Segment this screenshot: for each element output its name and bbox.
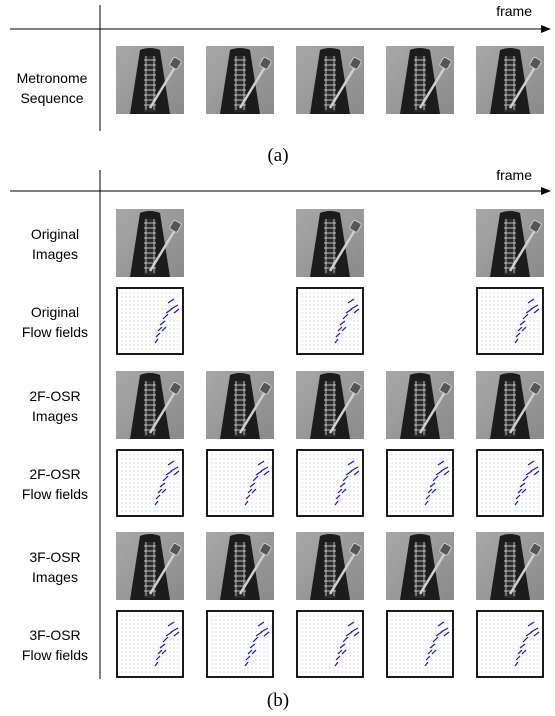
flow-field — [297, 450, 363, 516]
row-label: 2F-OSR Images — [29, 388, 80, 424]
flow-field — [387, 611, 453, 677]
figure: frame Metronome Sequence (a) frame (b) Or… — [0, 0, 555, 716]
frame-image — [296, 209, 364, 277]
label-line: Images — [32, 408, 78, 424]
label-line: 3F-OSR — [29, 627, 80, 643]
flow-field — [477, 450, 543, 516]
frame-image — [116, 209, 184, 277]
flow-field — [207, 611, 273, 677]
flow-field — [207, 450, 273, 516]
flow-field — [297, 611, 363, 677]
frame-image — [206, 46, 274, 114]
flow-field — [297, 288, 363, 354]
row-label: Original Flow fields — [22, 304, 88, 340]
row-label: 2F-OSR Flow fields — [22, 466, 88, 502]
frame-image — [296, 532, 364, 600]
flow-field — [117, 288, 183, 354]
frame-image — [476, 371, 544, 439]
frame-image — [476, 46, 544, 114]
flow-field — [477, 288, 543, 354]
frame-image — [206, 532, 274, 600]
flow-field — [477, 611, 543, 677]
frame-image — [386, 532, 454, 600]
panel-a: frame Metronome Sequence (a) — [10, 3, 550, 166]
label-line: Sequence — [20, 90, 83, 106]
axis-label: frame — [496, 167, 532, 183]
frame-image — [206, 371, 274, 439]
frame-image — [296, 371, 364, 439]
row-label: 3F-OSR Images — [29, 549, 80, 585]
label-line: Original — [31, 226, 79, 242]
label-line: Flow fields — [22, 486, 88, 502]
flow-field — [117, 611, 183, 677]
label-line: Original — [31, 304, 79, 320]
frame-image — [116, 532, 184, 600]
frame-image — [386, 46, 454, 114]
caption: (b) — [267, 690, 289, 711]
label-line: 2F-OSR — [29, 388, 80, 404]
flow-field — [117, 450, 183, 516]
frame-image — [386, 371, 454, 439]
frame-image — [116, 371, 184, 439]
row-label: 3F-OSR Flow fields — [22, 627, 88, 663]
axis-label: frame — [496, 3, 532, 19]
label-line: Images — [32, 569, 78, 585]
label-line: 3F-OSR — [29, 549, 80, 565]
label-line: 2F-OSR — [29, 466, 80, 482]
row-label: Original Images — [31, 226, 79, 262]
label-line: Flow fields — [22, 647, 88, 663]
label-line: Flow fields — [22, 324, 88, 340]
frame-image — [476, 532, 544, 600]
flow-field — [387, 450, 453, 516]
label-line: Images — [32, 246, 78, 262]
frame-image — [476, 209, 544, 277]
frame-image — [296, 46, 364, 114]
caption: (a) — [267, 145, 288, 166]
row-label: Metronome Sequence — [17, 70, 88, 106]
panel-b: frame (b) — [10, 167, 550, 711]
frame-image — [116, 46, 184, 114]
label-line: Metronome — [17, 70, 88, 86]
